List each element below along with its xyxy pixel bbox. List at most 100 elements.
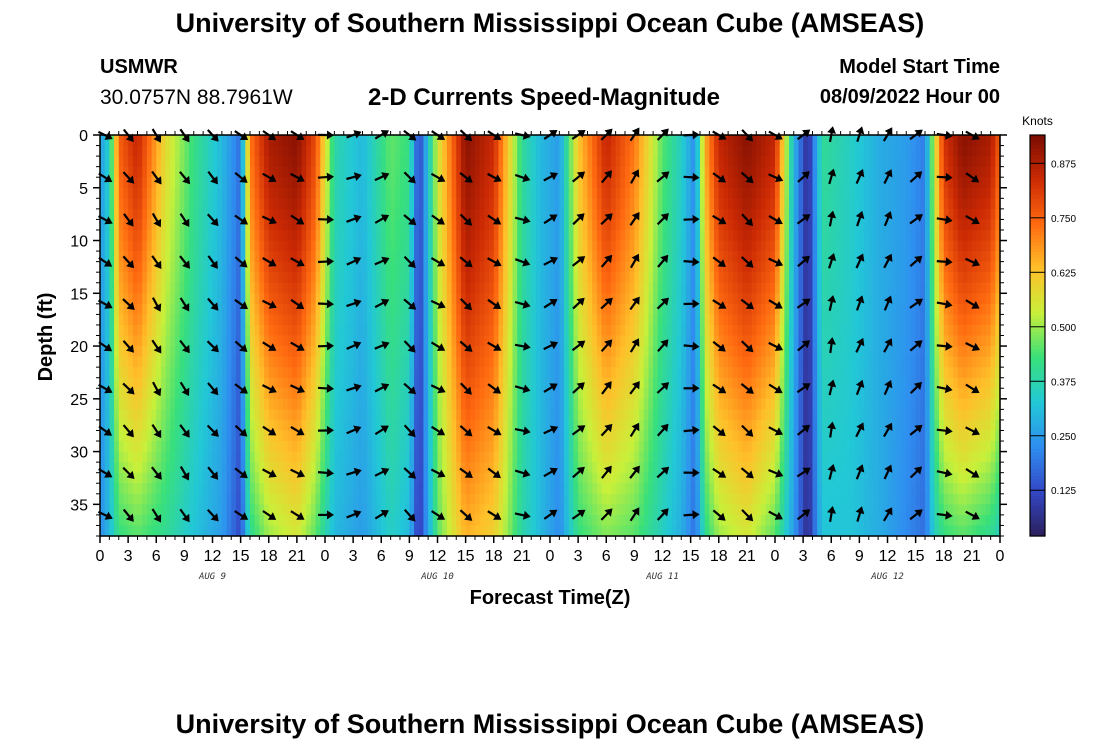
heat-cell [137, 240, 143, 252]
heat-cell [564, 240, 570, 252]
heat-cell [287, 441, 293, 453]
heat-cell [385, 324, 392, 337]
heat-cell [390, 377, 396, 389]
heat-cell [325, 398, 331, 410]
heat-cell [165, 525, 171, 537]
heat-cell [521, 346, 528, 358]
heat-cell [104, 388, 110, 400]
heat-cell [432, 346, 439, 358]
heat-cell [460, 166, 467, 178]
heat-cell [470, 430, 476, 442]
heat-cell [475, 483, 481, 495]
heat-cell [498, 240, 504, 252]
heat-cell [657, 367, 664, 379]
heat-cell [278, 219, 284, 231]
heat-cell [615, 388, 621, 400]
heat-cell [521, 282, 528, 294]
heat-cell [550, 240, 556, 252]
heat-cell [404, 430, 410, 442]
heat-cell [109, 514, 115, 527]
heat-cell [254, 272, 260, 284]
heat-cell [451, 166, 457, 178]
heat-cell [306, 261, 312, 273]
heat-cell [334, 409, 340, 421]
heat-cell [414, 346, 420, 358]
heat-cell [709, 504, 715, 516]
heat-cell [484, 187, 490, 199]
heat-cell [268, 493, 275, 505]
heat-cell [470, 493, 476, 505]
heat-cell [479, 219, 485, 231]
heat-cell [385, 514, 392, 527]
heat-cell [704, 156, 710, 168]
heat-cell [175, 251, 181, 263]
heat-cell [517, 324, 523, 337]
heat-cell [493, 145, 500, 157]
heat-cell [376, 398, 382, 410]
heat-cell [292, 462, 298, 474]
heat-cell [142, 229, 148, 242]
heat-cell [648, 251, 654, 263]
heat-cell [610, 219, 617, 231]
heat-cell [606, 483, 612, 495]
heat-cell [207, 208, 214, 221]
heat-cell [620, 156, 626, 168]
heat-cell [587, 419, 593, 432]
heat-cell [156, 398, 162, 410]
heat-cell [170, 324, 176, 337]
heat-cell [540, 219, 546, 231]
heat-cell [132, 219, 139, 231]
heat-cell [512, 451, 518, 463]
heat-cell [432, 377, 439, 389]
heat-cell [329, 335, 335, 347]
heat-cell [493, 462, 500, 474]
heat-cell [179, 240, 185, 252]
heat-cell [395, 483, 401, 495]
heat-cell [343, 441, 350, 453]
heat-cell [704, 483, 710, 495]
heat-cell [123, 462, 129, 474]
heat-cell [409, 472, 415, 484]
heat-cell [132, 324, 139, 337]
heat-cell [709, 240, 715, 252]
heat-cell [404, 219, 410, 231]
heat-cell [189, 493, 195, 505]
heat-cell [250, 514, 256, 527]
heat-cell [114, 367, 120, 379]
heat-cell [484, 441, 490, 453]
heat-cell [592, 441, 598, 453]
heat-cell [254, 409, 260, 421]
heat-cell [128, 493, 134, 505]
heat-cell [564, 504, 570, 516]
main-title: University of Southern Mississippi Ocean… [175, 8, 925, 38]
heat-cell [629, 388, 635, 400]
heat-cell [704, 409, 710, 421]
heat-cell [550, 525, 556, 537]
heat-cell [428, 282, 434, 294]
heat-cell [198, 472, 204, 484]
heat-cell [217, 451, 223, 463]
heat-cell [714, 251, 720, 263]
heat-cell [339, 314, 345, 326]
heat-cell [639, 251, 645, 263]
heat-cell [531, 293, 537, 305]
heat-cell [587, 472, 593, 484]
heat-cell [526, 419, 532, 432]
heat-cell [592, 198, 598, 210]
heat-cell [507, 166, 514, 178]
heat-cell [390, 293, 396, 305]
heat-cell [535, 441, 542, 453]
heat-cell [306, 177, 312, 189]
heat-cell [512, 187, 518, 199]
heat-cell [292, 272, 298, 284]
heat-cell [667, 525, 673, 537]
heat-cell [568, 145, 575, 157]
heat-cell [564, 451, 570, 463]
heat-cell [376, 314, 382, 326]
heat-cell [479, 514, 485, 527]
heat-cell [245, 367, 251, 379]
heat-cell [179, 303, 185, 315]
model-start-value: 08/09/2022 Hour 00 [819, 86, 1000, 108]
heat-cell [320, 335, 326, 347]
heat-cell [226, 367, 232, 379]
